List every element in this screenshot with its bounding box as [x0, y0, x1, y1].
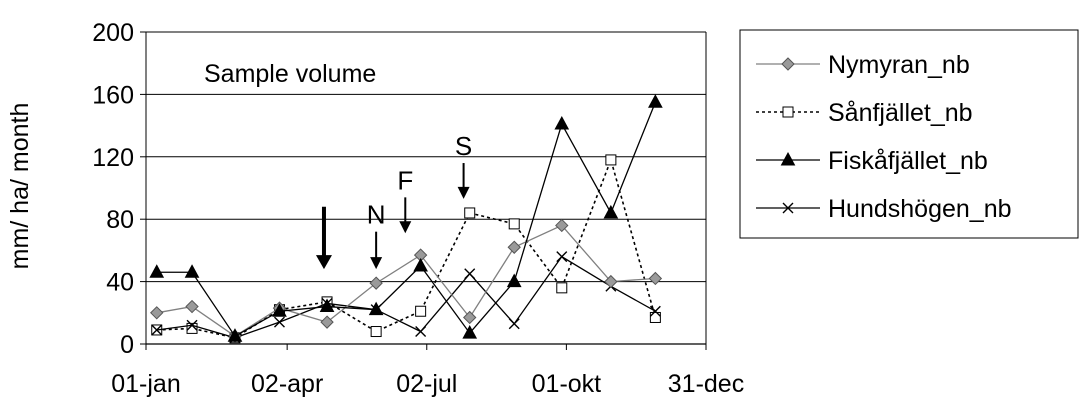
x-tick-label: 01-okt: [532, 370, 602, 398]
annotation-arrow: N: [367, 200, 386, 269]
annotation-label: N: [367, 200, 386, 230]
data-point: [557, 283, 567, 293]
annotation-arrow: S: [455, 131, 472, 199]
data-point: [321, 316, 333, 328]
data-point: [371, 327, 381, 337]
y-tick-label: 80: [106, 206, 134, 234]
data-point: [606, 155, 616, 165]
data-point: [150, 265, 163, 277]
data-point: [649, 95, 662, 107]
arrow-head: [458, 187, 470, 199]
x-tick-label: 02-apr: [251, 370, 323, 398]
data-point: [416, 327, 426, 337]
y-axis-label: mm/ ha/ month: [6, 103, 34, 270]
data-point: [186, 301, 198, 313]
data-point: [151, 307, 163, 319]
x-tick-label: 02-jul: [396, 370, 457, 398]
data-point: [508, 275, 521, 287]
annotation-label: F: [397, 165, 413, 195]
arrow-head: [316, 255, 332, 269]
data-point: [465, 208, 475, 218]
series-Hundshögen_nb: [152, 252, 661, 343]
data-point: [508, 241, 520, 253]
y-tick-label: 0: [120, 331, 134, 359]
annotation-label: S: [455, 131, 472, 161]
annotation-arrow: F: [397, 165, 413, 233]
annotation-layer: NF S: [316, 131, 472, 269]
legend: Nymyran_nb Sånfjället_nb Fiskåfjället_nb Hu…: [740, 30, 1078, 238]
y-tick-label: 160: [92, 81, 134, 109]
data-point: [416, 306, 426, 316]
data-point: [557, 252, 567, 262]
legend-marker: [783, 107, 793, 117]
series-line: [157, 257, 656, 338]
data-point: [649, 272, 661, 284]
legend-label: Sånfjället_nb: [828, 99, 973, 127]
y-tick-label: 40: [106, 269, 134, 297]
legend-label: Fiskåfjället_nb: [828, 147, 988, 175]
x-tick-label: 01-jan: [111, 370, 181, 398]
arrow-head: [399, 221, 411, 233]
data-point: [509, 219, 519, 229]
data-point: [186, 265, 199, 277]
legend-label: Nymyran_nb: [828, 51, 970, 79]
data-point: [509, 319, 519, 329]
x-tick-label: 31-dec: [668, 370, 744, 398]
data-point: [555, 117, 568, 129]
y-axis: 0 40 80 120 160 200: [92, 19, 146, 359]
chart-title: Sample volume: [204, 60, 376, 88]
data-point: [274, 317, 284, 327]
legend-label: Hundshögen_nb: [828, 195, 1012, 223]
x-axis: 01-jan 02-apr 02-jul 01-okt 31-dec: [111, 344, 744, 398]
annotation-arrow: [316, 207, 332, 269]
arrow-head: [370, 257, 382, 269]
data-point: [370, 277, 382, 289]
data-point: [465, 269, 475, 279]
data-point: [604, 206, 617, 218]
y-tick-label: 200: [92, 19, 134, 47]
y-tick-label: 120: [92, 144, 134, 172]
data-point: [464, 311, 476, 323]
